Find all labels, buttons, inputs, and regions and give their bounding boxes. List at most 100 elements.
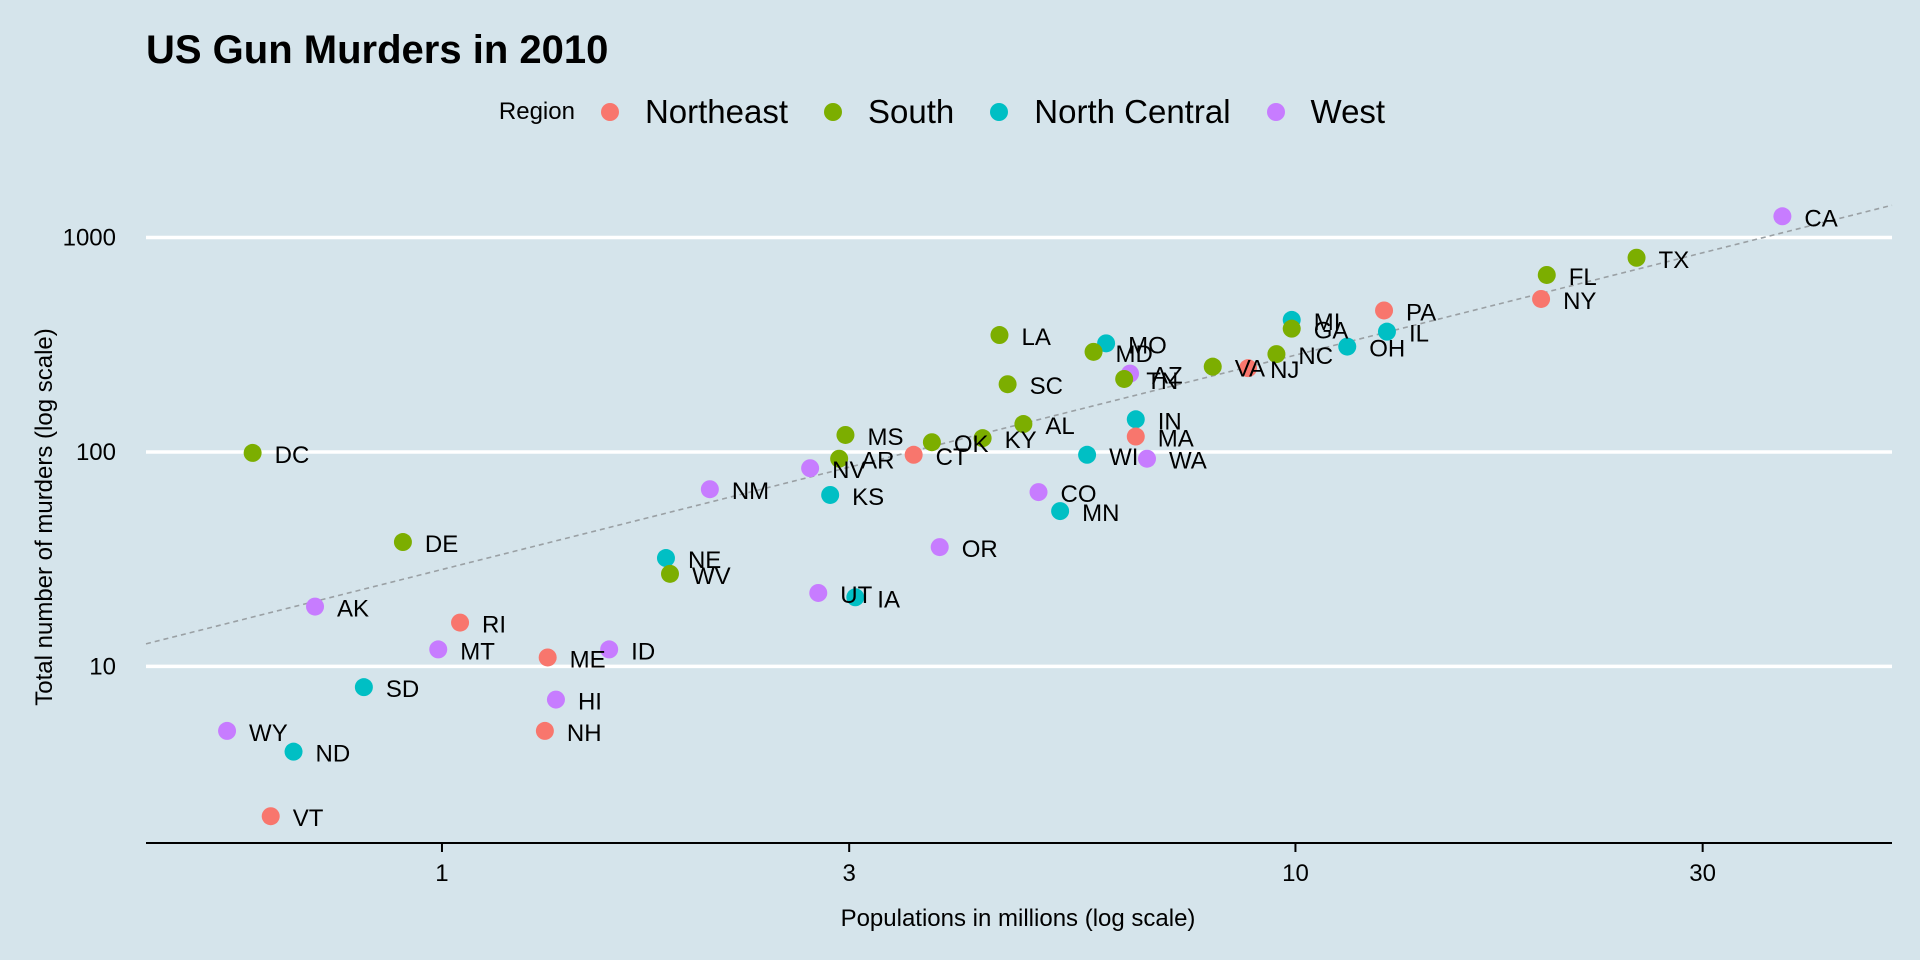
point-ne (656, 549, 675, 568)
point-label-de: DE (425, 531, 458, 558)
x-tick-label-1: 1 (435, 860, 448, 887)
point-label-ms: MS (867, 424, 903, 451)
y-tick-label-1000: 1000 (63, 225, 116, 252)
point-ca (1773, 207, 1792, 226)
point-label-tn: TN (1146, 368, 1178, 395)
point-label-sc: SC (1030, 373, 1063, 400)
point-label-ca: CA (1804, 205, 1837, 232)
point-co (1029, 483, 1048, 502)
point-label-ut: UT (840, 582, 872, 609)
point-label-or: OR (962, 536, 998, 563)
legend-dot-northeast (600, 103, 619, 121)
point-wv (660, 564, 679, 583)
point-label-nv: NV (832, 457, 865, 484)
x-tick-label-30: 30 (1689, 860, 1716, 887)
point-label-nm: NM (732, 478, 769, 505)
point-label-il: IL (1409, 321, 1429, 348)
point-mt (429, 640, 448, 659)
point-label-hi: HI (578, 689, 602, 716)
point-ky (973, 429, 992, 448)
point-sd (354, 678, 373, 697)
point-tx (1627, 248, 1646, 267)
point-label-wa: WA (1169, 448, 1207, 475)
point-me (538, 648, 557, 667)
point-wa (1138, 449, 1157, 468)
point-oh (1338, 337, 1357, 356)
point-wy (218, 721, 237, 740)
point-ia (846, 588, 865, 607)
point-md (1084, 342, 1103, 361)
point-label-ks: KS (852, 484, 884, 511)
point-label-va: VA (1235, 356, 1265, 383)
point-tn (1115, 369, 1134, 388)
point-label-al: AL (1045, 413, 1074, 440)
point-label-sd: SD (386, 676, 419, 703)
point-label-mo: MO (1128, 332, 1167, 359)
point-ct (904, 445, 923, 464)
point-nh (535, 721, 554, 740)
point-ma (1126, 427, 1145, 446)
point-label-me: ME (570, 646, 606, 673)
point-de (393, 533, 412, 552)
point-nc (1267, 345, 1286, 364)
point-wi (1078, 445, 1097, 464)
point-label-wi: WI (1109, 444, 1138, 471)
y-tick-label-100: 100 (76, 439, 116, 466)
chart-title: US Gun Murders in 2010 (146, 28, 609, 72)
y-axis-title: Total number of murders (log scale) (31, 328, 58, 705)
point-label-id: ID (631, 638, 655, 665)
point-label-nc: NC (1298, 343, 1333, 370)
point-dc (243, 443, 262, 462)
point-ut (809, 583, 828, 602)
point-ok (922, 433, 941, 452)
point-label-oh: OH (1369, 336, 1405, 363)
point-hi (546, 690, 565, 709)
x-axis-title: Populations in millions (log scale) (841, 905, 1196, 932)
point-pa (1375, 301, 1394, 320)
point-ny (1532, 289, 1551, 308)
point-mn (1051, 502, 1070, 521)
legend-item-northeast: Northeast (600, 93, 789, 131)
point-label-mi: MI (1314, 309, 1341, 336)
point-in (1126, 410, 1145, 429)
point-label-nh: NH (567, 720, 602, 747)
point-label-ia: IA (877, 586, 900, 613)
point-label-nj: NJ (1270, 357, 1299, 384)
point-ar (830, 449, 849, 468)
legend-label-south: South (868, 93, 955, 130)
point-label-ma: MA (1158, 426, 1194, 453)
point-label-wy: WY (249, 720, 288, 747)
point-nd (284, 742, 303, 761)
point-il (1377, 322, 1396, 341)
point-label-vt: VT (293, 805, 324, 832)
point-or (930, 538, 949, 557)
point-label-nd: ND (316, 741, 351, 768)
legend-label-west: West (1310, 93, 1386, 130)
point-label-in: IN (1158, 408, 1182, 435)
point-label-ok: OK (954, 431, 989, 458)
point-label-tx: TX (1659, 247, 1690, 274)
point-label-ny: NY (1563, 288, 1596, 315)
point-al (1014, 415, 1033, 434)
point-ms (836, 425, 855, 444)
point-va (1203, 357, 1222, 376)
legend-dot-north-central (990, 103, 1009, 121)
point-label-ky: KY (1005, 427, 1037, 454)
point-label-co: CO (1061, 481, 1097, 508)
point-label-ak: AK (337, 596, 369, 623)
point-label-ga: GA (1314, 318, 1349, 345)
point-ri (451, 613, 470, 632)
point-label-fl: FL (1569, 264, 1597, 291)
point-mo (1097, 334, 1116, 353)
legend-dot-south (824, 103, 843, 121)
point-label-md: MD (1116, 341, 1153, 368)
legend-item-south: South (824, 93, 954, 131)
x-tick-label-10: 10 (1282, 860, 1309, 887)
legend-label-northeast: Northeast (644, 93, 789, 130)
legend-item-north-central: North Central (990, 93, 1231, 131)
point-label-ri: RI (482, 612, 506, 639)
point-nj (1239, 359, 1258, 378)
point-la (990, 326, 1009, 345)
